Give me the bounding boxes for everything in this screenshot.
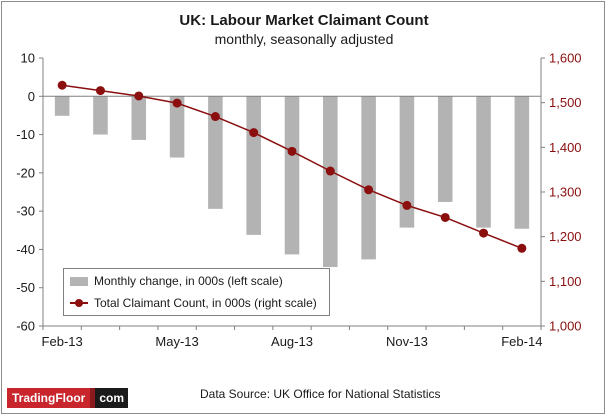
logo-separator [90, 388, 96, 408]
bar-Mar-13 [93, 96, 108, 135]
left-tick-label: -30 [16, 204, 35, 219]
left-tick-label: -20 [16, 165, 35, 180]
left-tick-label: -60 [16, 319, 35, 334]
line-point-Mar-13 [95, 86, 105, 96]
x-tick-label: Nov-13 [386, 334, 428, 349]
bar-Oct-13 [361, 96, 376, 260]
left-tick-label: 10 [21, 51, 35, 66]
bar-Dec-13 [437, 96, 453, 202]
line-point-Feb-13 [57, 80, 67, 90]
x-tick-label: Feb-14 [501, 334, 542, 349]
legend-bar-swatch [70, 276, 88, 286]
line-point-Sep-13 [325, 166, 335, 176]
right-tick-label: 1,600 [549, 51, 582, 66]
bar-Nov-13 [399, 96, 415, 228]
left-tick-label: -40 [16, 242, 35, 257]
tradingfloor-logo[interactable]: TradingFloor com [7, 388, 129, 408]
right-tick-label: 1,300 [549, 185, 582, 200]
bar-Feb-13 [54, 96, 70, 116]
legend-item-bar: Monthly change, in 000s (left scale) [70, 271, 283, 291]
line-point-May-13 [172, 98, 182, 108]
x-tick-label: May-13 [155, 334, 198, 349]
right-tick-label: 1,500 [549, 95, 582, 110]
bar-Aug-13 [284, 96, 300, 255]
line-point-Apr-13 [134, 91, 144, 101]
left-tick-label: -10 [16, 127, 35, 142]
bar-Apr-13 [131, 96, 147, 140]
bar-Jan-14 [476, 96, 491, 228]
right-tick-label: 1,100 [549, 274, 582, 289]
bar-Sep-13 [323, 96, 338, 268]
line-point-Nov-13 [402, 200, 412, 210]
chart-title: UK: Labour Market Claimant Count [179, 12, 429, 29]
line-point-Jun-13 [210, 112, 220, 122]
left-tick-label: 0 [28, 89, 35, 104]
x-tick-label: Aug-13 [271, 334, 313, 349]
chart-legend: Monthly change, in 000s (left scale) Tot… [63, 268, 330, 316]
right-tick-label: 1,400 [549, 140, 582, 155]
x-tick-label: Feb-13 [42, 334, 83, 349]
bar-Jul-13 [246, 96, 261, 235]
line-point-Oct-13 [364, 185, 374, 195]
legend-label-bar: Monthly change, in 000s (left scale) [94, 274, 283, 288]
legend-item-line: Total Claimant Count, in 000s (right sca… [70, 293, 317, 313]
chart-subtitle: monthly, seasonally adjusted [214, 31, 394, 47]
line-point-Jan-14 [479, 228, 489, 238]
logo-suffix-text: com [95, 388, 129, 408]
logo-main-text: TradingFloor [7, 388, 91, 408]
line-point-Feb-14 [517, 243, 527, 253]
left-tick-label: -50 [16, 280, 35, 295]
line-point-Jul-13 [249, 128, 259, 138]
line-point-Dec-13 [440, 212, 450, 222]
legend-label-line: Total Claimant Count, in 000s (right sca… [94, 296, 317, 310]
right-tick-label: 1,200 [549, 229, 582, 244]
data-source-note: Data Source: UK Office for National Stat… [200, 387, 441, 401]
bar-May-13 [169, 96, 185, 158]
line-point-Aug-13 [287, 146, 297, 156]
legend-line-swatch [70, 297, 88, 309]
right-tick-label: 1,000 [549, 319, 582, 334]
bar-Feb-14 [514, 96, 530, 229]
bar-Jun-13 [208, 96, 223, 209]
